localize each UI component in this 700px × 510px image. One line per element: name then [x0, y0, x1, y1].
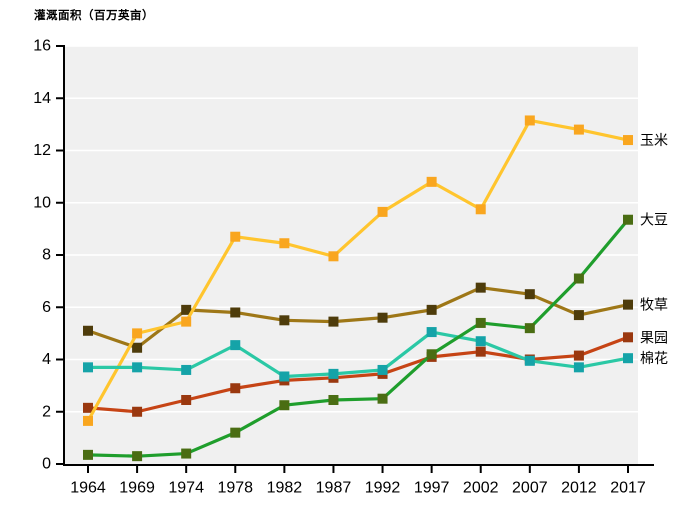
y-tick-label: 12	[33, 142, 51, 159]
x-tick-label: 1992	[365, 480, 401, 497]
series-marker-soybean	[230, 427, 241, 438]
series-marker-orchard	[181, 394, 192, 405]
series-marker-forage	[279, 315, 290, 326]
series-line-orchard	[86, 335, 630, 414]
series-marker-cotton	[132, 362, 143, 373]
series-marker-orchard	[475, 346, 486, 357]
series-marker-corn	[83, 415, 93, 426]
y-tick-label: 0	[42, 456, 51, 473]
y-tick-label: 6	[42, 299, 51, 316]
series-marker-corn	[230, 231, 241, 242]
series-marker-forage	[377, 312, 388, 323]
chart-title: 灌溉面积（百万英亩）	[34, 10, 154, 22]
series-soybean: 大豆	[83, 212, 668, 462]
series-marker-forage	[230, 307, 241, 318]
series-marker-forage	[623, 299, 633, 310]
y-tick-label: 10	[33, 194, 51, 211]
x-tick-label: 1964	[70, 480, 106, 497]
series-marker-soybean	[132, 451, 143, 462]
series-marker-orchard	[132, 406, 143, 417]
x-tick-label: 2017	[610, 480, 646, 497]
x-tick-label: 1978	[217, 480, 253, 497]
x-tick-label: 2007	[512, 480, 548, 497]
series-forage: 牧草	[83, 282, 668, 353]
series-marker-orchard	[623, 332, 633, 343]
series-marker-soybean	[328, 394, 339, 405]
series-marker-corn	[377, 206, 388, 217]
series-label-forage: 牧草	[640, 297, 668, 313]
series-marker-forage	[524, 289, 535, 300]
series-marker-cotton	[377, 364, 388, 375]
series-marker-cotton	[83, 362, 93, 373]
series-cotton: 棉花	[83, 327, 668, 382]
series-marker-corn	[573, 124, 584, 135]
x-tick-label: 1969	[119, 480, 155, 497]
x-tick-label: 2012	[561, 480, 597, 497]
series-marker-soybean	[524, 323, 535, 334]
y-tick-label: 16	[33, 38, 51, 55]
series-marker-soybean	[623, 214, 633, 225]
x-tick-label: 2002	[463, 480, 499, 497]
x-tick-label: 1987	[316, 480, 352, 497]
series-marker-cotton	[328, 368, 339, 379]
series-marker-orchard	[83, 402, 93, 413]
series-line-forage	[86, 286, 630, 350]
series-label-soybean: 大豆	[640, 212, 668, 228]
series-marker-soybean	[573, 273, 584, 284]
x-tick-label: 1974	[168, 480, 204, 497]
series-marker-cotton	[623, 353, 633, 364]
series-marker-cotton	[426, 327, 437, 338]
y-tick-label: 14	[33, 90, 51, 107]
series-corn: 玉米	[83, 115, 668, 426]
series-marker-corn	[181, 316, 192, 327]
series-marker-corn	[328, 251, 339, 262]
series-marker-corn	[132, 328, 143, 339]
series-marker-orchard	[230, 383, 241, 394]
series-marker-soybean	[279, 400, 290, 411]
series-label-cotton: 棉花	[640, 350, 668, 366]
series-marker-forage	[475, 282, 486, 293]
series-marker-orchard	[573, 350, 584, 361]
series-line-cotton	[86, 330, 630, 379]
series-line-soybean	[86, 218, 630, 458]
x-tick-label: 1997	[414, 480, 450, 497]
series-marker-forage	[573, 310, 584, 321]
series-marker-forage	[328, 316, 339, 327]
y-tick-label: 8	[42, 247, 51, 264]
series-marker-forage	[132, 342, 143, 353]
series-marker-forage	[426, 304, 437, 315]
series-marker-cotton	[279, 371, 290, 382]
series-marker-corn	[524, 115, 535, 126]
series-marker-cotton	[573, 362, 584, 373]
series-line-corn	[86, 118, 630, 423]
series-marker-soybean	[475, 317, 486, 328]
y-tick-label: 2	[42, 403, 51, 420]
series-marker-corn	[475, 204, 486, 215]
series-label-orchard: 果园	[640, 329, 668, 345]
series-marker-cotton	[475, 336, 486, 347]
series-marker-corn	[426, 176, 437, 187]
series-marker-soybean	[377, 393, 388, 404]
x-tick-label: 1982	[267, 480, 303, 497]
series-marker-forage	[83, 325, 93, 336]
series-marker-corn	[623, 135, 633, 146]
series-marker-soybean	[181, 448, 192, 459]
series-marker-corn	[279, 238, 290, 249]
series-marker-soybean	[83, 449, 93, 460]
series-marker-soybean	[426, 349, 437, 360]
y-tick-label: 4	[42, 351, 51, 368]
series-marker-forage	[181, 304, 192, 315]
series-marker-cotton	[524, 355, 535, 366]
series-marker-cotton	[181, 364, 192, 375]
series-marker-cotton	[230, 340, 241, 351]
series-label-corn: 玉米	[640, 132, 668, 148]
